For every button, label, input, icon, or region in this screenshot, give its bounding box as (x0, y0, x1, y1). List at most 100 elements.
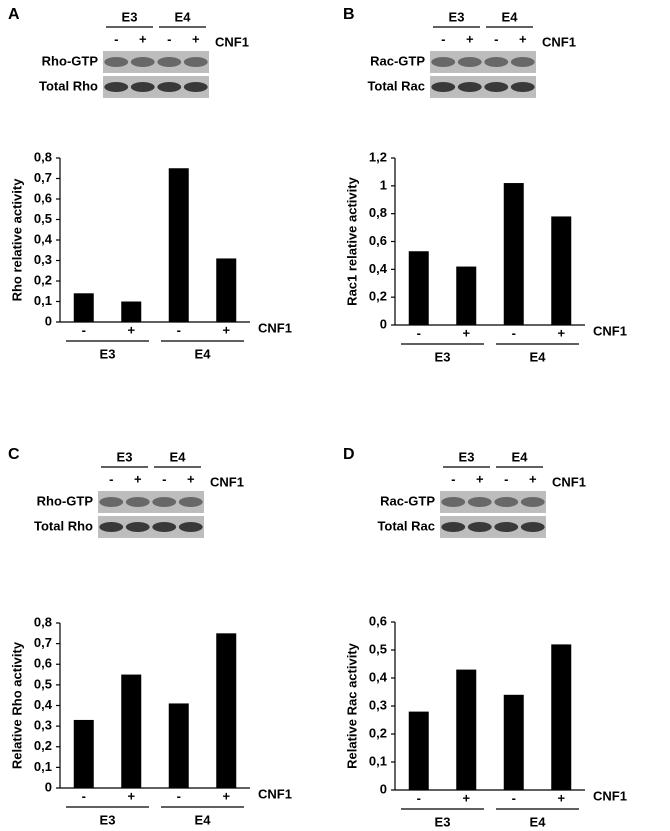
y-tick-label: 0,2 (369, 725, 387, 740)
blot-band (467, 522, 492, 532)
blot-lane-label: - (162, 471, 166, 486)
y-tick-label: 1 (380, 177, 387, 192)
blot-band (130, 82, 155, 92)
blot-lane-label: + (187, 471, 195, 486)
blot-lane-label: - (441, 31, 445, 46)
blot-row-label: Rac-GTP (380, 493, 435, 508)
blot-band (441, 522, 466, 532)
blot-lane-label: + (519, 31, 527, 46)
x-axis-title: CNF1 (593, 788, 627, 803)
group-label: E3 (435, 349, 451, 364)
bar (121, 674, 142, 788)
blot-strip (430, 76, 536, 98)
panel-letter: B (343, 6, 355, 23)
blot-strip (103, 51, 209, 73)
blot-band (457, 57, 482, 67)
y-axis-title: Rac1 relative activity (344, 176, 359, 305)
x-tick-label: + (222, 322, 230, 337)
blot-band (125, 497, 150, 507)
group-label: E4 (195, 346, 212, 361)
y-tick-label: 0,6 (369, 233, 387, 248)
x-tick-label: + (557, 325, 565, 340)
bar (216, 633, 237, 788)
x-tick-label: + (462, 325, 470, 340)
x-tick-label: + (222, 788, 230, 803)
blot-treatment-label: CNF1 (542, 34, 576, 49)
blot-group-label: E3 (459, 449, 475, 464)
panel: B E3 E4 - + - + CNF1 Rac-GTP Total Rac 0 0,2 0,4 0,6 0… (343, 6, 627, 364)
bar (73, 293, 94, 322)
y-tick-label: 1,2 (369, 149, 387, 164)
blot-row-label: Total Rac (367, 78, 425, 93)
x-tick-label: - (82, 788, 86, 803)
blot-band (99, 522, 124, 532)
y-tick-label: 0,7 (34, 170, 52, 185)
y-tick-label: 0,5 (369, 641, 387, 656)
y-tick-label: 0,5 (34, 676, 52, 691)
bar (168, 168, 189, 322)
x-tick-label: - (417, 790, 421, 805)
blot-lane-label: + (192, 31, 200, 46)
blot-row-label: Rac-GTP (370, 53, 425, 68)
x-axis-title: CNF1 (258, 320, 292, 335)
x-tick-label: + (127, 322, 135, 337)
blot-band (183, 57, 208, 67)
blot-group-label: E3 (117, 449, 133, 464)
blot-lane-label: - (494, 31, 498, 46)
blot-lane-label: + (134, 471, 142, 486)
y-tick-label: 0,3 (34, 252, 52, 267)
y-tick-label: 0,2 (369, 289, 387, 304)
panel-letter: A (8, 6, 20, 23)
y-tick-label: 0,8 (369, 205, 387, 220)
blot-band (157, 82, 182, 92)
y-tick-label: 0,4 (34, 697, 53, 712)
y-tick-label: 0,4 (369, 261, 388, 276)
group-label: E3 (100, 812, 116, 827)
y-tick-label: 0,3 (34, 718, 52, 733)
blot-strip (98, 491, 204, 513)
bar (73, 719, 94, 788)
blot-lane-label: - (504, 471, 508, 486)
bar (168, 703, 189, 788)
blot-strip (440, 491, 546, 513)
x-tick-label: - (417, 325, 421, 340)
blot-band (178, 497, 203, 507)
group-label: E4 (530, 349, 547, 364)
bar (408, 711, 429, 790)
y-axis-title: Relative Rho activity (9, 641, 24, 769)
blot-band (104, 57, 129, 67)
blot-band (484, 82, 509, 92)
y-tick-label: 0 (45, 313, 52, 328)
blot-band (152, 497, 177, 507)
y-tick-label: 0,6 (34, 656, 52, 671)
y-tick-label: 0,8 (34, 149, 52, 164)
x-axis-title: CNF1 (258, 786, 292, 801)
y-tick-label: 0,1 (369, 753, 387, 768)
blot-row-label: Total Rho (34, 518, 93, 533)
group-label: E4 (530, 814, 547, 829)
blot-lane-label: + (139, 31, 147, 46)
y-tick-label: 0,4 (369, 669, 388, 684)
blot-lane-label: - (109, 471, 113, 486)
blot-lane-label: + (529, 471, 537, 486)
blot-row-label: Total Rac (377, 518, 435, 533)
group-label: E3 (435, 814, 451, 829)
blot-row-label: Rho-GTP (42, 53, 99, 68)
blot-lane-label: - (114, 31, 118, 46)
x-tick-label: - (177, 788, 181, 803)
blot-band (152, 522, 177, 532)
blot-group-label: E4 (175, 9, 192, 24)
blot-band (467, 497, 492, 507)
y-tick-label: 0 (380, 781, 387, 796)
blot-strip (98, 516, 204, 538)
blot-band (457, 82, 482, 92)
x-axis-title: CNF1 (593, 323, 627, 338)
blot-treatment-label: CNF1 (215, 34, 249, 49)
y-tick-label: 0 (380, 316, 387, 331)
y-tick-label: 0,1 (34, 759, 52, 774)
blot-band (431, 82, 456, 92)
bar (121, 301, 142, 322)
bar (456, 669, 477, 790)
